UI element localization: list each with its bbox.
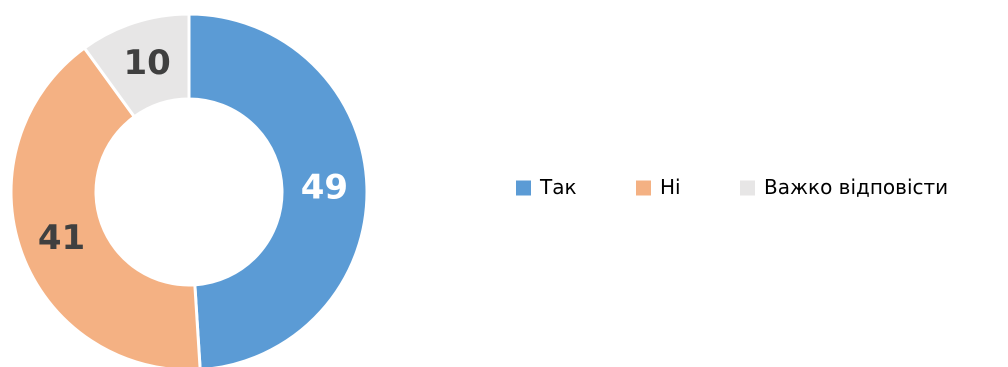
data-label-2: 41 [38, 218, 85, 258]
data-label-3: 10 [123, 43, 170, 83]
legend-swatch-3 [740, 180, 755, 196]
data-label-1: 49 [301, 168, 348, 208]
legend: Так Ні Важко відповісти [516, 175, 948, 199]
legend-label-2: Ні [660, 175, 681, 199]
donut-data-labels: 49 41 10 [38, 43, 348, 258]
donut-slice-3 [82, 12, 191, 119]
legend-swatch-2 [636, 180, 651, 196]
legend-swatch-1 [516, 180, 531, 196]
legend-label-1: Так [539, 175, 577, 199]
legend-label-3: Важко відповісти [764, 175, 948, 199]
donut-slice-1 [187, 12, 369, 367]
donut-slices [9, 12, 369, 367]
donut-slice-2 [9, 45, 202, 367]
